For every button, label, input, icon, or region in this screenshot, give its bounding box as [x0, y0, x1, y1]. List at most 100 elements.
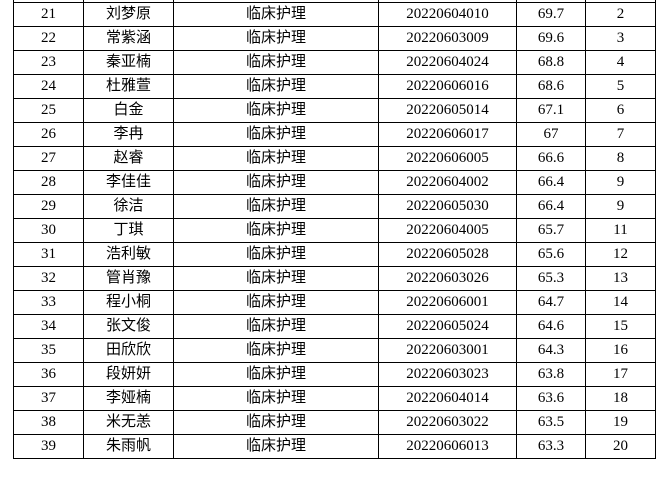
cell-name: 秦亚楠 [83, 50, 174, 75]
score-table: 21 刘梦原 临床护理 20220604010 69.7 2 22 常紫涵 临床护理 202206… [13, 0, 656, 459]
table-row: 36 段妍妍 临床护理 20220603023 63.8 17 [13, 362, 656, 387]
cell-no: 30 [13, 218, 84, 243]
cell-rank: 15 [585, 314, 656, 339]
cell-name: 李娅楠 [83, 386, 174, 411]
cell-major: 临床护理 [173, 98, 379, 123]
cell-score: 64.7 [516, 290, 586, 315]
table-row: 31 浩利敏 临床护理 20220605028 65.6 12 [13, 242, 656, 267]
cell-candidate_id: 20220604014 [378, 386, 517, 411]
cell-name: 徐洁 [83, 194, 174, 219]
cell-rank: 3 [585, 26, 656, 51]
cell-no: 38 [13, 410, 84, 435]
cell-candidate_id: 20220605028 [378, 242, 517, 267]
cell-no: 37 [13, 386, 84, 411]
cell-no: 35 [13, 338, 84, 363]
cell-major: 临床护理 [173, 26, 379, 51]
cell-no: 25 [13, 98, 84, 123]
table-row: 29 徐洁 临床护理 20220605030 66.4 9 [13, 194, 656, 219]
cell-name: 浩利敏 [83, 242, 174, 267]
cell-candidate_id: 20220603022 [378, 410, 517, 435]
cell-major: 临床护理 [173, 74, 379, 99]
cell-name: 张文俊 [83, 314, 174, 339]
cell-score: 69.6 [516, 26, 586, 51]
cell-score: 68.8 [516, 50, 586, 75]
cell-rank: 14 [585, 290, 656, 315]
table-row: 39 朱雨帆 临床护理 20220606013 63.3 20 [13, 434, 656, 459]
table-row: 27 赵睿 临床护理 20220606005 66.6 8 [13, 146, 656, 171]
cell-name: 管肖豫 [83, 266, 174, 291]
cell-candidate_id: 20220604002 [378, 170, 517, 195]
cell-score: 66.6 [516, 146, 586, 171]
table-row: 34 张文俊 临床护理 20220605024 64.6 15 [13, 314, 656, 339]
table-row: 21 刘梦原 临床护理 20220604010 69.7 2 [13, 2, 656, 27]
cell-major: 临床护理 [173, 170, 379, 195]
cell-name: 杜雅萱 [83, 74, 174, 99]
table-row: 37 李娅楠 临床护理 20220604014 63.6 18 [13, 386, 656, 411]
cell-major: 临床护理 [173, 266, 379, 291]
cell-candidate_id: 20220606016 [378, 74, 517, 99]
table-row: 30 丁琪 临床护理 20220604005 65.7 11 [13, 218, 656, 243]
cell-major: 临床护理 [173, 338, 379, 363]
cell-rank: 18 [585, 386, 656, 411]
cell-no: 22 [13, 26, 84, 51]
cell-candidate_id: 20220606001 [378, 290, 517, 315]
cell-no: 24 [13, 74, 84, 99]
cell-no: 36 [13, 362, 84, 387]
table-row: 26 李冉 临床护理 20220606017 67 7 [13, 122, 656, 147]
cell-major: 临床护理 [173, 386, 379, 411]
cell-major: 临床护理 [173, 290, 379, 315]
cell-name: 朱雨帆 [83, 434, 174, 459]
cell-candidate_id: 20220605030 [378, 194, 517, 219]
table-row: 22 常紫涵 临床护理 20220603009 69.6 3 [13, 26, 656, 51]
table-row: 35 田欣欣 临床护理 20220603001 64.3 16 [13, 338, 656, 363]
cell-candidate_id: 20220603026 [378, 266, 517, 291]
cell-rank: 7 [585, 122, 656, 147]
cell-name: 田欣欣 [83, 338, 174, 363]
cell-no: 21 [13, 2, 84, 27]
cell-name: 米无恙 [83, 410, 174, 435]
cell-rank: 4 [585, 50, 656, 75]
cell-major: 临床护理 [173, 2, 379, 27]
cell-candidate_id: 20220604010 [378, 2, 517, 27]
cell-score: 68.6 [516, 74, 586, 99]
cell-rank: 19 [585, 410, 656, 435]
cell-candidate_id: 20220605024 [378, 314, 517, 339]
cell-score: 63.8 [516, 362, 586, 387]
cell-major: 临床护理 [173, 50, 379, 75]
cell-rank: 13 [585, 266, 656, 291]
cell-name: 程小桐 [83, 290, 174, 315]
cell-name: 李冉 [83, 122, 174, 147]
cell-candidate_id: 20220603009 [378, 26, 517, 51]
cell-rank: 5 [585, 74, 656, 99]
cell-score: 64.6 [516, 314, 586, 339]
cell-score: 64.3 [516, 338, 586, 363]
cell-major: 临床护理 [173, 122, 379, 147]
cell-major: 临床护理 [173, 362, 379, 387]
cell-no: 39 [13, 434, 84, 459]
cell-major: 临床护理 [173, 218, 379, 243]
cell-rank: 2 [585, 2, 656, 27]
cell-name: 常紫涵 [83, 26, 174, 51]
cell-score: 67.1 [516, 98, 586, 123]
cell-rank: 12 [585, 242, 656, 267]
cell-score: 65.7 [516, 218, 586, 243]
cell-name: 段妍妍 [83, 362, 174, 387]
cell-candidate_id: 20220606005 [378, 146, 517, 171]
cell-rank: 6 [585, 98, 656, 123]
cell-rank: 9 [585, 170, 656, 195]
table-row: 33 程小桐 临床护理 20220606001 64.7 14 [13, 290, 656, 315]
cell-score: 63.6 [516, 386, 586, 411]
cell-no: 23 [13, 50, 84, 75]
cell-candidate_id: 20220603001 [378, 338, 517, 363]
cell-no: 29 [13, 194, 84, 219]
cell-major: 临床护理 [173, 434, 379, 459]
cell-score: 67 [516, 122, 586, 147]
cell-name: 白金 [83, 98, 174, 123]
cell-score: 65.3 [516, 266, 586, 291]
cell-candidate_id: 20220604005 [378, 218, 517, 243]
cell-score: 66.4 [516, 194, 586, 219]
cell-rank: 17 [585, 362, 656, 387]
table-row: 24 杜雅萱 临床护理 20220606016 68.6 5 [13, 74, 656, 99]
cell-candidate_id: 20220605014 [378, 98, 517, 123]
